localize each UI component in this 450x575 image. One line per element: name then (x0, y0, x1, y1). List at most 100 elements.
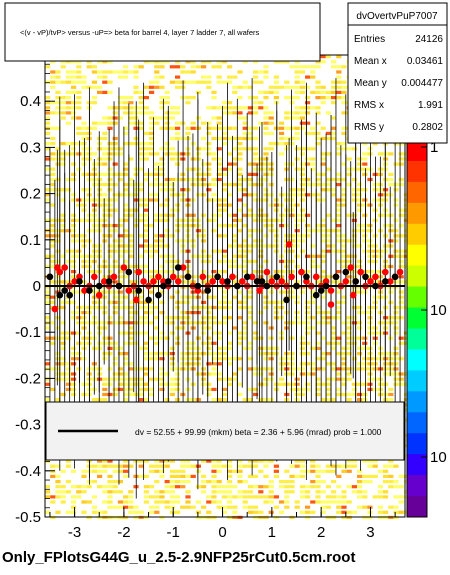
heatmap-cell (357, 336, 363, 340)
heatmap-cell (60, 198, 66, 202)
heatmap-cell (185, 505, 191, 509)
heatmap-cell (247, 183, 253, 187)
heatmap-cell (320, 183, 326, 187)
heatmap-cell (367, 326, 373, 330)
heatmap-cell (315, 193, 321, 197)
heatmap-cell (357, 290, 363, 294)
heatmap-cell (299, 352, 305, 356)
heatmap-cell (362, 167, 368, 171)
heatmap-cell (351, 290, 357, 294)
heatmap-cell (325, 495, 331, 499)
heatmap-cell (107, 70, 113, 74)
heatmap-cell (50, 172, 56, 176)
heatmap-cell (221, 352, 227, 356)
heatmap-cell (263, 495, 269, 499)
heatmap-cell (227, 193, 233, 197)
heatmap-cell (216, 398, 222, 402)
heatmap-cell (107, 270, 113, 274)
heatmap-cell (315, 469, 321, 473)
heatmap-cell (71, 60, 77, 64)
heatmap-cell (398, 295, 404, 299)
heatmap-cell (55, 218, 61, 222)
heatmap-cell (232, 213, 238, 217)
heatmap-cell (102, 464, 108, 468)
heatmap-cell (55, 326, 61, 330)
heatmap-cell (299, 167, 305, 171)
heatmap-cell (346, 336, 352, 340)
heatmap-cell (117, 500, 123, 504)
heatmap-cell (268, 142, 274, 146)
heatmap-cell (164, 336, 170, 340)
heatmap-cell (268, 147, 274, 151)
heatmap-cell (305, 147, 311, 151)
heatmap-cell (154, 377, 160, 381)
heatmap-cell (320, 254, 326, 258)
heatmap-cell (117, 377, 123, 381)
y-tick-label: -0.4 (15, 463, 41, 480)
heatmap-cell (305, 157, 311, 161)
heatmap-cell (305, 321, 311, 325)
heatmap-cell (377, 490, 383, 494)
heatmap-cell (76, 90, 82, 94)
heatmap-cell (346, 275, 352, 279)
heatmap-cell (310, 162, 316, 166)
heatmap-cell (102, 387, 108, 391)
heatmap-cell (279, 485, 285, 489)
heatmap-cell (403, 142, 409, 146)
heatmap-cell (123, 131, 129, 135)
heatmap-cell (216, 234, 222, 238)
heatmap-cell (55, 316, 61, 320)
heatmap-cell (336, 311, 342, 315)
heatmap-cell (221, 208, 227, 212)
heatmap-cell (237, 474, 243, 478)
heatmap-cell (123, 218, 129, 222)
heatmap-cell (138, 167, 144, 171)
heatmap-cell (341, 188, 347, 192)
heatmap-cell (112, 229, 118, 233)
heatmap-cell (107, 198, 113, 202)
heatmap-cell (211, 331, 217, 335)
heatmap-cell (237, 392, 243, 397)
heatmap-cell (175, 510, 181, 514)
heatmap-cell (279, 85, 285, 89)
heatmap-cell (242, 300, 248, 304)
heatmap-cell (112, 392, 118, 397)
heatmap-cell (201, 234, 207, 238)
heatmap-cell (143, 316, 149, 320)
heatmap-cell (320, 157, 326, 161)
stats-label: RMS y (354, 122, 384, 133)
heatmap-cell (221, 80, 227, 84)
heatmap-cell (164, 259, 170, 263)
heatmap-cell (60, 392, 66, 397)
heatmap-cell (138, 321, 144, 325)
heatmap-cell (206, 172, 212, 176)
heatmap-cell (71, 300, 77, 304)
heatmap-cell (357, 157, 363, 161)
heatmap-cell (143, 264, 149, 269)
heatmap-cell (232, 157, 238, 161)
heatmap-cell (164, 60, 170, 64)
heatmap-cell (242, 224, 248, 228)
heatmap-cell (351, 218, 357, 222)
heatmap-cell (299, 459, 305, 463)
heatmap-cell (284, 495, 290, 499)
heatmap-cell (206, 346, 212, 350)
heatmap-cell (81, 280, 87, 284)
heatmap-cell (107, 382, 113, 386)
heatmap-cell (242, 254, 248, 258)
heatmap-cell (357, 259, 363, 263)
heatmap-cell (388, 357, 394, 361)
heatmap-cell (97, 474, 103, 478)
heatmap-cell (175, 469, 181, 473)
heatmap-cell (388, 193, 394, 197)
heatmap-cell (107, 485, 113, 489)
heatmap-cell (294, 80, 300, 84)
heatmap-cell (164, 480, 170, 484)
heatmap-cell (289, 474, 295, 478)
heatmap-cell (206, 80, 212, 84)
heatmap-cell (164, 316, 170, 320)
heatmap-cell (65, 382, 71, 386)
heatmap-cell (81, 208, 87, 212)
heatmap-cell (185, 96, 191, 100)
heatmap-cell (331, 188, 337, 192)
